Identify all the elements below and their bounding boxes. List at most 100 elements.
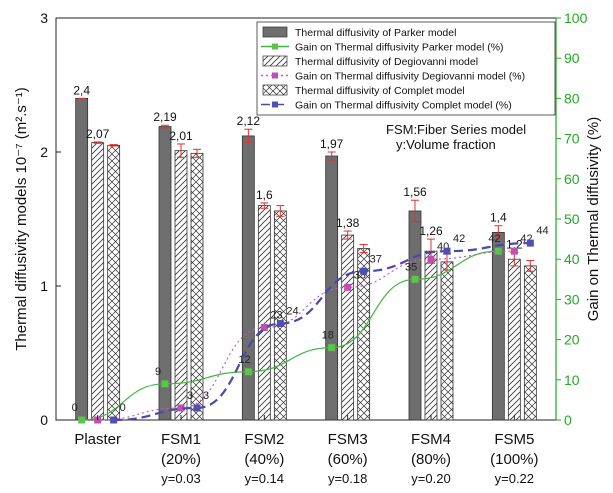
- bar-0-2: [241, 135, 255, 421]
- gain-marker-2-5: [526, 239, 534, 247]
- bar-value-label-1-0: 2,07: [86, 127, 110, 141]
- gain-marker-2-2: [276, 320, 284, 328]
- gain-value-label-0-3: 18: [322, 330, 334, 342]
- bar-0-4: [408, 210, 422, 421]
- gain-value-label-2-0: 0: [120, 402, 126, 414]
- gain-marker-2-3: [360, 267, 368, 275]
- legend-label-1: Gain on Thermal diffusivity Parker model…: [295, 42, 504, 54]
- gain-marker-0-5: [494, 247, 502, 255]
- gain-value-label-2-1: 3: [203, 390, 209, 402]
- right-axis-tick-label-7: 70: [564, 131, 580, 147]
- gain-marker-0-1: [161, 380, 169, 388]
- right-axis-tick-label-10: 100: [564, 10, 588, 26]
- bar-value-label-1-3: 1,38: [336, 216, 360, 230]
- gain-marker-0-4: [411, 275, 419, 283]
- gain-line-0: [81, 250, 499, 421]
- gain-value-label-1-2: 23: [270, 310, 282, 322]
- gain-marker-1-5: [510, 247, 518, 255]
- x-axis-category-line2-1: (20%): [161, 451, 201, 468]
- bar-1-1: [174, 150, 188, 421]
- bar-0-0: [75, 98, 89, 421]
- bar-value-label-0-0: 2,4: [73, 83, 90, 97]
- gain-marker-2-1: [193, 404, 201, 412]
- gain-marker-1-3: [344, 283, 352, 291]
- right-axis-tick-label-2: 20: [564, 332, 580, 348]
- bar-value-label-0-5: 1,4: [490, 211, 507, 225]
- x-axis-category-line2-3: (60%): [328, 451, 368, 468]
- gain-value-label-2-5: 44: [536, 225, 548, 237]
- bar-value-label-0-2: 2,12: [237, 114, 261, 128]
- right-axis-title: Gain on Thermal diffusivity (%): [585, 117, 602, 322]
- bar-value-label-1-2: 1,6: [256, 188, 273, 202]
- gain-value-label-0-5: 42: [488, 233, 500, 245]
- legend-marker-1: [272, 43, 278, 50]
- bar-value-label-0-1: 2,19: [153, 110, 177, 124]
- bar-2-4: [440, 261, 454, 421]
- bar-1-2: [257, 205, 271, 421]
- gain-marker-0-0: [78, 416, 86, 424]
- x-axis-category-2: FSM2: [244, 431, 284, 448]
- right-axis-tick-label-6: 60: [564, 171, 580, 187]
- x-axis-category-1: FSM1: [161, 431, 201, 448]
- x-axis-category-line3-5: y=0.22: [495, 471, 534, 486]
- left-axis-title: Thermal diffusivity models 10⁻⁷ (m².s⁻¹): [13, 87, 30, 351]
- x-axis-category-line2-2: (40%): [244, 451, 284, 468]
- right-axis-tick-label-0: 0: [564, 412, 572, 428]
- legend-box: [256, 21, 556, 116]
- right-axis-tick-label-5: 50: [564, 211, 580, 227]
- legend: Thermal diffusivity of Parker model Gain …: [256, 21, 556, 116]
- gain-value-label-0-2: 12: [238, 354, 250, 366]
- right-axis-tick-label-1: 10: [564, 372, 580, 388]
- legend-label-5: Gain on Thermal diffusivity Complet mode…: [295, 100, 512, 112]
- gain-value-label-0-4: 35: [405, 261, 417, 273]
- gain-marker-1-1: [177, 404, 185, 412]
- legend-label-4: Thermal diffusivity of Complet model: [295, 85, 465, 97]
- legend-label-3: Gain on Thermal diffusivity Degiovanni m…: [295, 71, 525, 83]
- gain-value-label-2-2: 24: [286, 306, 298, 318]
- gain-value-label-1-1: 3: [187, 390, 193, 402]
- gain-value-label-0-0: 0: [72, 402, 78, 414]
- x-axis-category-line2-4: (80%): [411, 451, 451, 468]
- legend-label-2: Thermal diffusivity of Degiovanni model: [295, 56, 478, 68]
- x-axis-category-line3-4: y=0.20: [411, 471, 450, 486]
- gain-marker-2-4: [443, 247, 451, 255]
- right-axis-tick-label-9: 90: [564, 50, 580, 66]
- x-axis-category-3: FSM3: [328, 431, 368, 448]
- x-axis-category-4: FSM4: [411, 431, 451, 448]
- annotation-fsm: FSM:Fiber Series model: [386, 122, 526, 137]
- x-axis-category-0: Plaster: [74, 431, 121, 448]
- bar-1-0: [91, 142, 105, 421]
- bar-value-label-1-1: 2,01: [169, 129, 193, 143]
- bar-value-label-1-4: 1,26: [419, 224, 443, 238]
- gain-marker-1-4: [427, 255, 435, 263]
- legend-swatch-4: [262, 84, 288, 96]
- left-axis-tick-label-2: 2: [40, 144, 48, 160]
- x-axis-category-line3-1: y=0.03: [161, 471, 200, 486]
- right-axis-tick-label-4: 40: [564, 251, 580, 267]
- left-axis-tick-label-0: 0: [40, 412, 48, 428]
- bar-1-5: [507, 258, 521, 421]
- gain-marker-0-2: [244, 368, 252, 376]
- right-axis-tick-label-3: 30: [564, 291, 580, 307]
- x-axis-category-line3-2: y=0.14: [245, 471, 284, 486]
- left-axis-tick-label-1: 1: [40, 278, 48, 294]
- x-axis-category-line2-5: (100%): [490, 451, 538, 468]
- gain-marker-1-2: [260, 324, 268, 332]
- left-axis-tick-label-3: 3: [40, 10, 48, 26]
- gain-value-label-0-1: 9: [155, 366, 161, 378]
- legend-swatch-0: [262, 26, 288, 38]
- legend-marker-3: [272, 72, 278, 79]
- gain-marker-0-3: [328, 344, 336, 352]
- gain-value-label-2-3: 37: [370, 253, 382, 265]
- x-axis-category-5: FSM5: [494, 431, 534, 448]
- x-axis-category-line3-3: y=0.18: [328, 471, 367, 486]
- legend-swatch-2: [262, 55, 288, 67]
- legend-label-0: Thermal diffusivity of Parker model: [295, 27, 456, 39]
- right-axis-tick-label-8: 80: [564, 90, 580, 106]
- bar-1-3: [341, 234, 355, 421]
- bar-value-label-0-4: 1,56: [403, 185, 427, 199]
- bar-0-5: [491, 231, 505, 421]
